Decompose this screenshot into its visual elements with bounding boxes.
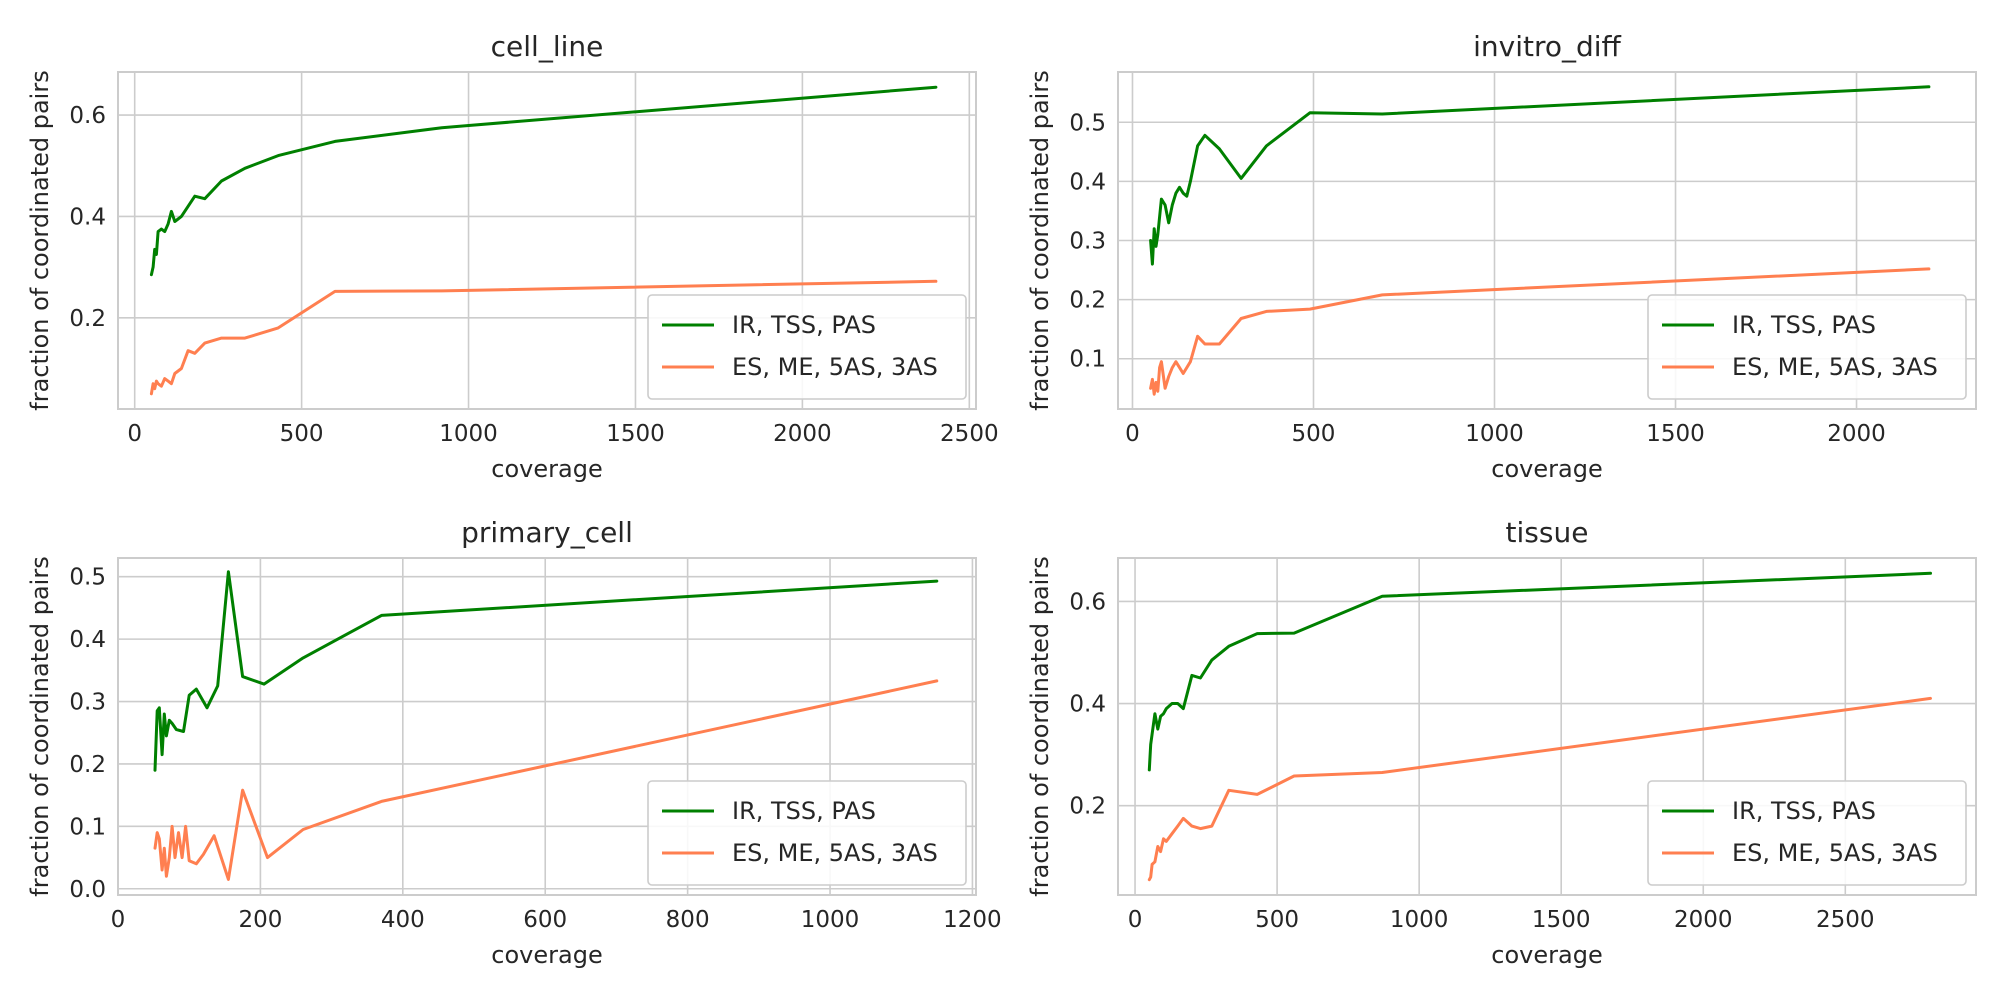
y-axis-label: fraction of coordinated pairs xyxy=(1026,70,1054,410)
x-tick-label: 1500 xyxy=(1646,421,1705,447)
legend-entry-1: ES, ME, 5AS, 3AS xyxy=(1732,353,1938,381)
plot-area-frame xyxy=(1117,557,1977,896)
legend-box xyxy=(1647,780,1967,886)
y-tick-label: 0.2 xyxy=(1069,794,1106,820)
legend-box xyxy=(647,780,967,886)
subplot-invitro-diff: 0 500 1000 1500 2000 0.1 0.2 0.3 0.4 0.5 invitro_d… xyxy=(1026,30,1977,483)
subplot-title: primary_cell xyxy=(461,516,633,549)
legend-entry-0: IR, TSS, PAS xyxy=(1732,311,1876,339)
x-axis-label: coverage xyxy=(1491,455,1602,483)
subplot-title: tissue xyxy=(1506,516,1589,549)
subplot-title: cell_line xyxy=(491,30,604,63)
y-tick-label: 0.5 xyxy=(69,565,106,591)
plot-area-frame xyxy=(1117,71,1977,410)
x-tick-label: 0 xyxy=(111,907,126,933)
y-tick-label: 0.3 xyxy=(69,690,106,716)
y-tick-label: 0.4 xyxy=(69,204,106,230)
series-line-0 xyxy=(1149,85,1931,266)
y-axis-label: fraction of coordinated pairs xyxy=(1026,556,1054,896)
legend-box xyxy=(1647,294,1967,400)
y-tick-label: 0.1 xyxy=(1069,347,1106,373)
legend: IR, TSS, PAS ES, ME, 5AS, 3AS xyxy=(1647,780,1967,886)
x-tick-label: 1000 xyxy=(801,907,860,933)
legend-entry-1: ES, ME, 5AS, 3AS xyxy=(732,839,938,867)
legend-entry-0: IR, TSS, PAS xyxy=(1732,797,1876,825)
x-tick-label: 2000 xyxy=(1674,907,1733,933)
x-tick-label: 400 xyxy=(381,907,425,933)
x-tick-label: 2500 xyxy=(1816,907,1875,933)
x-tick-label: 500 xyxy=(1255,907,1299,933)
x-tick-label: 1000 xyxy=(439,421,498,447)
x-tick-label: 1200 xyxy=(943,907,1002,933)
x-tick-label: 600 xyxy=(523,907,567,933)
y-tick-label: 0.4 xyxy=(1069,692,1106,718)
subplot-tissue: 0 500 1000 1500 2000 2500 0.2 0.4 0.6 tissue cover… xyxy=(1026,516,1977,969)
x-tick-label: 2000 xyxy=(1827,421,1886,447)
legend-entry-0: IR, TSS, PAS xyxy=(732,797,876,825)
x-tick-label: 500 xyxy=(1292,421,1336,447)
y-axis-label: fraction of coordinated pairs xyxy=(26,70,54,410)
legend-box xyxy=(647,294,967,400)
legend-entry-1: ES, ME, 5AS, 3AS xyxy=(732,353,938,381)
x-tick-label: 0 xyxy=(1125,421,1140,447)
y-tick-label: 0.1 xyxy=(69,814,106,840)
x-tick-label: 200 xyxy=(238,907,282,933)
x-tick-label: 2500 xyxy=(940,421,999,447)
y-tick-label: 0.4 xyxy=(1069,169,1106,195)
series-line-0 xyxy=(153,570,939,772)
y-tick-label: 0.3 xyxy=(1069,229,1106,255)
legend: IR, TSS, PAS ES, ME, 5AS, 3AS xyxy=(647,780,967,886)
x-tick-label: 500 xyxy=(280,421,324,447)
y-axis-label: fraction of coordinated pairs xyxy=(26,556,54,896)
legend-entry-1: ES, ME, 5AS, 3AS xyxy=(1732,839,1938,867)
y-tick-label: 0.0 xyxy=(69,877,106,903)
y-tick-label: 0.2 xyxy=(69,752,106,778)
x-tick-label: 800 xyxy=(666,907,710,933)
x-tick-label: 1500 xyxy=(606,421,665,447)
x-axis-label: coverage xyxy=(491,941,602,969)
y-tick-label: 0.6 xyxy=(1069,589,1106,615)
x-tick-label: 2000 xyxy=(773,421,832,447)
series-line-0 xyxy=(149,85,938,277)
plot-area-frame xyxy=(117,71,977,410)
subplot-primary-cell: 0 200 400 600 800 1000 1200 0.0 0.1 0.2 0.3 0.4 0.5 p… xyxy=(26,516,1002,969)
x-axis-label: coverage xyxy=(1491,941,1602,969)
y-tick-label: 0.2 xyxy=(69,306,106,332)
y-tick-label: 0.6 xyxy=(69,103,106,129)
subplot-title: invitro_diff xyxy=(1473,30,1621,63)
legend: IR, TSS, PAS ES, ME, 5AS, 3AS xyxy=(647,294,967,400)
x-tick-label: 1000 xyxy=(1465,421,1524,447)
series-line-1 xyxy=(149,279,938,396)
series-line-1 xyxy=(1149,267,1931,396)
subplot-cell-line: 0 500 1000 1500 2000 2500 0.2 0.4 0.6 cell_lineco… xyxy=(26,30,999,483)
x-axis-label: coverage xyxy=(491,455,602,483)
series-line-1 xyxy=(153,679,939,881)
y-tick-label: 0.2 xyxy=(1069,288,1106,314)
x-tick-label: 0 xyxy=(1128,907,1143,933)
y-tick-label: 0.5 xyxy=(1069,110,1106,136)
legend-entry-0: IR, TSS, PAS xyxy=(732,311,876,339)
x-tick-label: 1000 xyxy=(1390,907,1449,933)
y-tick-label: 0.4 xyxy=(69,627,106,653)
legend: IR, TSS, PAS ES, ME, 5AS, 3AS xyxy=(1647,294,1967,400)
plot-area-frame xyxy=(117,557,977,896)
x-tick-label: 0 xyxy=(127,421,142,447)
x-tick-label: 1500 xyxy=(1532,907,1591,933)
series-line-0 xyxy=(1147,571,1932,772)
series-line-1 xyxy=(1147,696,1932,882)
